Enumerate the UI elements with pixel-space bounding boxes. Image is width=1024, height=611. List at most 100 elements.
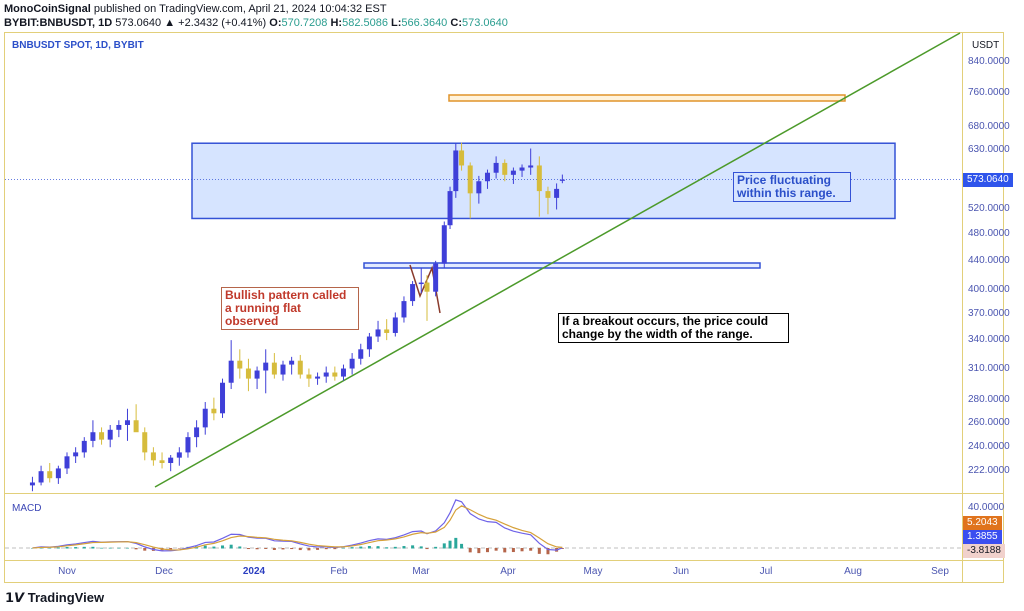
candle-body [297, 360, 303, 375]
candle-body [424, 282, 430, 292]
candle-body [410, 284, 416, 302]
price-change: ▲ +2.3432 (+0.41%) [164, 17, 267, 29]
candle-body [29, 482, 35, 486]
candle-body [271, 362, 277, 375]
macd-histogram-bar [485, 548, 489, 553]
macd-histogram-bar [56, 547, 60, 549]
macd-histogram-bar [454, 537, 458, 549]
close-value: 573.0640 [461, 17, 508, 29]
bullish-pattern-note: Bullish pattern called a running flat ob… [221, 287, 359, 330]
macd-histogram-bar [367, 546, 371, 549]
price-tick: 760.0000 [968, 86, 1010, 98]
candle-body [384, 329, 390, 333]
macd-histogram-bar [48, 547, 52, 549]
candle-body [64, 456, 70, 469]
macd-histogram-bar [385, 547, 389, 549]
macd-histogram-bar [238, 546, 242, 549]
candle-body [315, 376, 321, 379]
price-tick: 280.0000 [968, 393, 1010, 405]
signal-line [32, 505, 563, 551]
candle-body [536, 165, 542, 192]
macd-histogram-bar [350, 547, 354, 549]
close-label: C: [450, 17, 462, 29]
macd-histogram-bar [393, 546, 397, 549]
candle-body [116, 424, 122, 430]
macd-histogram-bar [546, 548, 550, 555]
macd-histogram-bar [316, 548, 320, 550]
chart-frame [4, 32, 1004, 583]
candle-body [254, 370, 260, 379]
time-tick: Dec [155, 566, 173, 577]
candle-body [202, 408, 208, 428]
time-tick: Feb [330, 566, 348, 577]
macd-histogram-bar [229, 544, 233, 549]
macd-histogram-bar [272, 548, 276, 550]
currency-label: USDT [972, 40, 1000, 51]
candle-body [142, 432, 148, 453]
macd-histogram-bar [560, 548, 564, 549]
breakout-note: If a breakout occurs, the price could ch… [558, 313, 789, 343]
macd-histogram-bar [442, 543, 446, 549]
price-tick: 260.0000 [968, 416, 1010, 428]
time-axis-divider [4, 560, 1004, 561]
open-value: 570.7208 [281, 17, 328, 29]
price-tick: 310.0000 [968, 362, 1010, 374]
candle-body [559, 179, 565, 181]
price-tick: 840.0000 [968, 56, 1010, 67]
candle-body [401, 301, 407, 318]
macd-histogram-bar [307, 548, 311, 551]
candle-body [133, 420, 139, 433]
candle-body [366, 336, 372, 350]
candle-body [55, 468, 61, 479]
candle-body [38, 471, 44, 483]
pane-divider [4, 493, 1004, 494]
logo-icon: 𝟭𝙑 [5, 590, 25, 605]
candle-body [467, 165, 473, 194]
publisher: MonoCoinSignal [4, 3, 91, 15]
publish-info: MonoCoinSignal published on TradingView.… [4, 3, 387, 15]
macd-histogram-bar [448, 540, 452, 549]
candle-body [228, 360, 234, 383]
candle-body [349, 358, 355, 369]
macd-histogram-bar [376, 546, 380, 549]
candle-body [332, 372, 338, 377]
last-price: 573.0640 [115, 17, 162, 29]
candle-body [280, 364, 286, 375]
time-tick: 2024 [242, 566, 266, 577]
candle-body [306, 374, 312, 379]
price-tick: 370.0000 [968, 308, 1010, 320]
macd-histogram-bar [203, 545, 207, 549]
candle-body [124, 420, 130, 425]
candle-body [81, 440, 87, 453]
candle-body [459, 150, 465, 166]
macd-histogram-bar [298, 548, 302, 551]
macd-histogram-bar [290, 548, 294, 550]
time-tick: Sep [931, 566, 949, 577]
macd-histogram-bar [143, 548, 147, 551]
range-note: Price fluctuating within this range. [733, 172, 851, 202]
published-date: published on TradingView.com, April 21, … [93, 3, 387, 15]
candle-body [510, 170, 516, 175]
candle-body [194, 427, 200, 438]
candle-body [453, 150, 459, 192]
support-box [363, 262, 761, 269]
brand-name: TradingView [27, 590, 105, 605]
macd-histogram-bar [30, 548, 34, 549]
macd-histogram-bar [419, 546, 423, 549]
time-tick: May [583, 566, 603, 577]
macd-histogram-bar [65, 547, 69, 549]
price-tick: 400.0000 [968, 284, 1010, 296]
time-tick: Apr [500, 566, 516, 577]
ohlc-bar: BYBIT:BNBUSDT, 1D 573.0640 ▲ +2.3432 (+0… [4, 17, 508, 29]
candle-body [176, 452, 182, 458]
macd-histogram-bar [125, 547, 129, 549]
price-tick: 240.0000 [968, 441, 1010, 453]
macd-label: MACD [12, 503, 42, 514]
candle-body [340, 368, 346, 377]
histogram-tag: -3.8188 [963, 544, 1005, 558]
macd-histogram-bar [91, 546, 95, 549]
price-tick: 480.0000 [968, 228, 1010, 240]
symbol: BYBIT:BNBUSDT, 1D [4, 17, 113, 29]
candle-body [237, 360, 243, 369]
